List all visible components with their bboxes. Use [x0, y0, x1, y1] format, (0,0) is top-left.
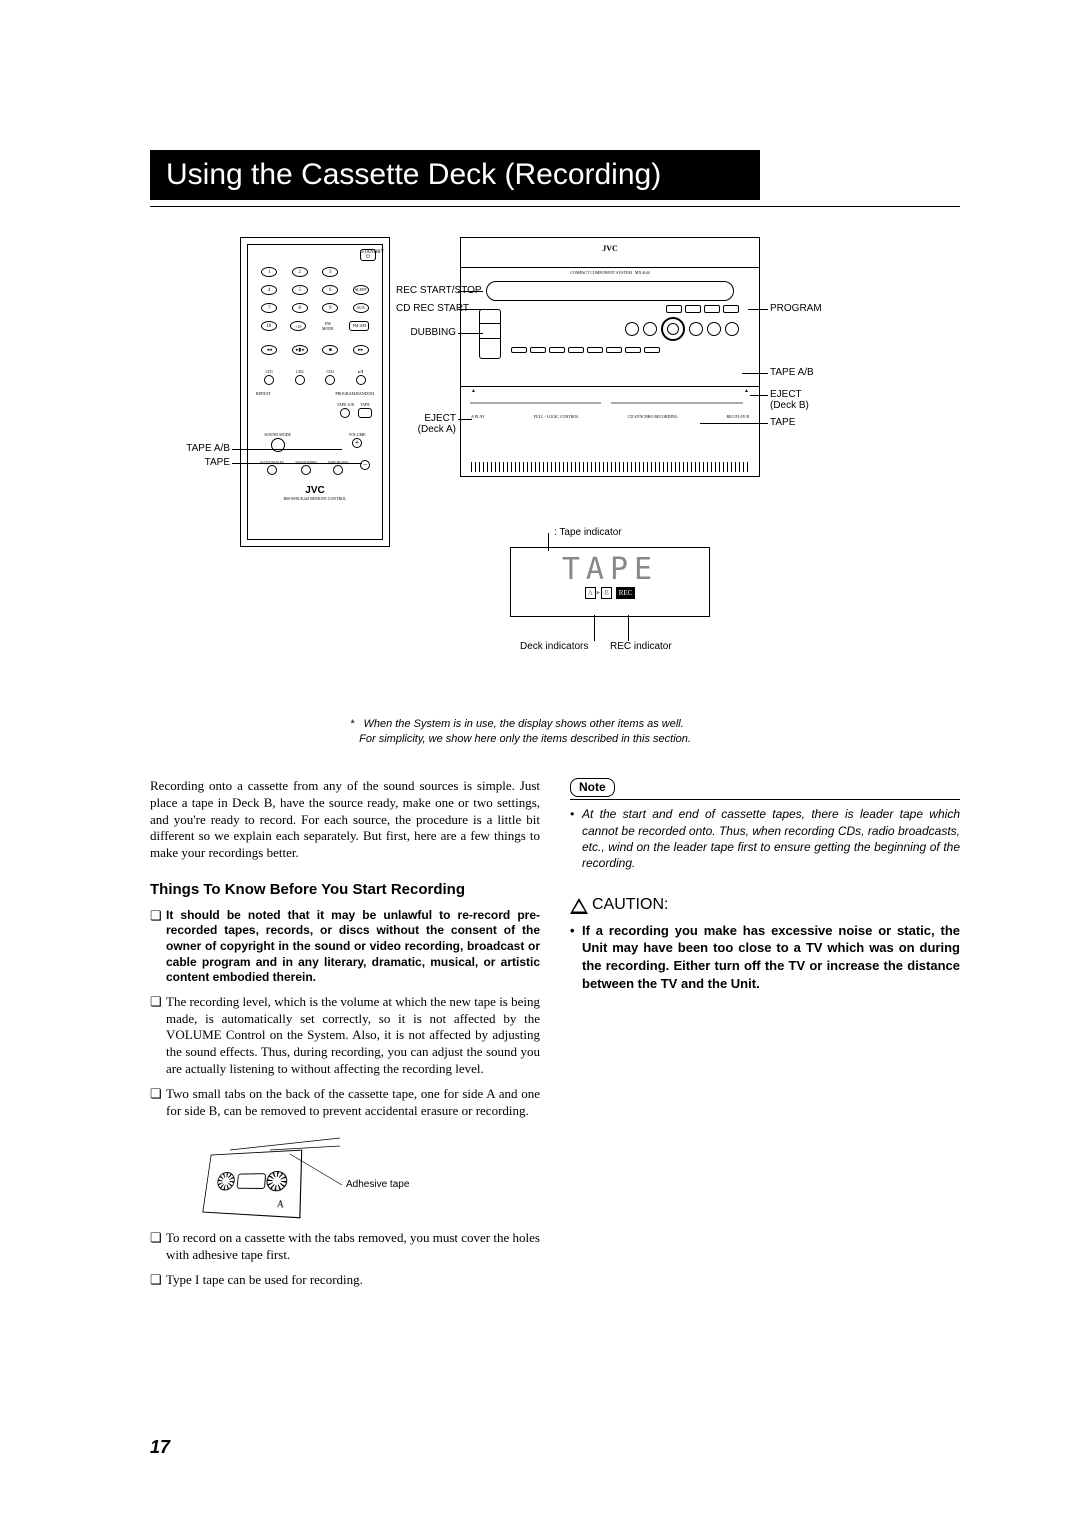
callout-tape-unit: TAPE	[770, 417, 795, 428]
callout-program: PROGRAM	[770, 303, 822, 314]
callout-eject-a: EJECT (Deck A)	[406, 413, 456, 435]
body-columns: Recording onto a cassette from any of th…	[150, 778, 960, 1297]
display-panel-diagram: TAPE A▸B REC	[510, 547, 710, 617]
page-number: 17	[150, 1437, 170, 1458]
callout-rec-indicator: REC indicator	[610, 641, 672, 652]
caution-heading: CAUTION:	[570, 895, 960, 916]
deck-b-slot	[611, 402, 743, 404]
page-title-text: Using the Cassette Deck (Recording)	[166, 158, 661, 191]
brand-logo: JVC	[248, 485, 382, 496]
bullet-type-i: ❏ Type I tape can be used for recording.	[150, 1272, 540, 1289]
caution-icon	[570, 898, 588, 914]
callout-tape-remote: TAPE	[160, 457, 230, 468]
callout-tape-ab-unit: TAPE A/B	[770, 367, 814, 378]
callout-tape-ab-remote: TAPE A/B	[160, 443, 230, 454]
left-column: Recording onto a cassette from any of th…	[150, 778, 540, 1297]
bullet-cover-holes: ❏ To record on a cassette with the tabs …	[150, 1230, 540, 1264]
caution-text: • If a recording you make has excessive …	[570, 922, 960, 992]
adhesive-tape-label: Adhesive tape	[346, 1178, 409, 1191]
tape-display-word: TAPE	[511, 548, 709, 587]
bullet-recording-level: ❏ The recording level, which is the volu…	[150, 994, 540, 1078]
deck-b-indicator: B	[601, 587, 612, 599]
main-unit-diagram: JVC COMPACT COMPONENT SYSTEM MX-K44	[460, 237, 760, 477]
callout-dubbing: DUBBING	[396, 327, 456, 338]
remote-control-diagram: STANDBY⏻ 1 2 3 4 5 6 SLEEP 7 8 9	[240, 237, 390, 547]
callout-rec-start-stop: REC START/STOP	[396, 285, 456, 296]
diagram-footnote: * When the System is in use, the display…	[350, 717, 960, 748]
brand-logo: JVC	[461, 238, 759, 268]
deck-a-slot	[470, 402, 602, 404]
deck-a-indicator: A	[585, 587, 596, 599]
diagram-area: STANDBY⏻ 1 2 3 4 5 6 SLEEP 7 8 9	[150, 237, 960, 687]
cassette-tab-diagram: A Adhesive tape	[180, 1130, 540, 1220]
callout-tape-indicator: : Tape indicator	[554, 527, 622, 538]
bullet-tabs: ❏ Two small tabs on the back of the cass…	[150, 1086, 540, 1120]
bullet-copyright: ❏ It should be noted that it may be unla…	[150, 908, 540, 986]
note-badge: Note	[570, 778, 615, 798]
title-underline	[150, 206, 960, 207]
note-text: • At the start and end of cassette tapes…	[570, 806, 960, 871]
rec-badge: REC	[616, 587, 636, 599]
callout-cd-rec-start: CD REC START	[396, 303, 456, 314]
callout-eject-b: EJECT (Deck B)	[770, 389, 809, 411]
callout-deck-indicators: Deck indicators	[520, 641, 588, 652]
section-heading: Things To Know Before You Start Recordin…	[150, 880, 540, 900]
right-column: Note • At the start and end of cassette …	[570, 778, 960, 1297]
page-title-bar: Using the Cassette Deck (Recording)	[150, 150, 760, 200]
intro-paragraph: Recording onto a cassette from any of th…	[150, 778, 540, 862]
